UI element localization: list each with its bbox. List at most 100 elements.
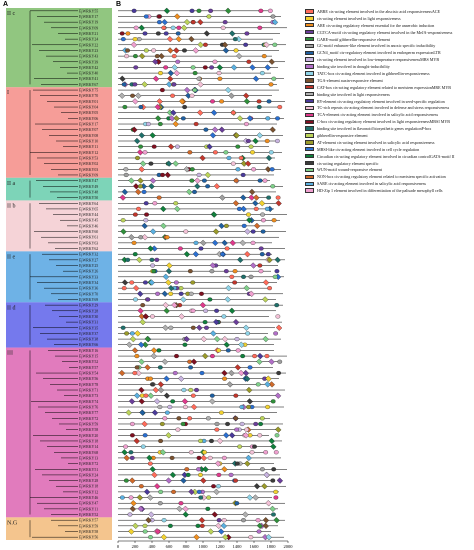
motif-mark <box>193 121 199 127</box>
gene-label: EjWRKY59 <box>79 422 98 426</box>
legend-label: GCN4_motif cis-regulatory element involv… <box>317 50 441 56</box>
motif-mark <box>160 222 167 230</box>
gene-label: EjWRKY57 <box>79 519 98 523</box>
motif-mark <box>264 381 271 388</box>
motif-mark <box>171 489 176 494</box>
gene-label: EjWRKY72 <box>79 417 98 421</box>
legend-label: ABRE cis-acting element involved in the … <box>317 8 441 14</box>
motif-mark <box>243 92 250 99</box>
motif-mark <box>148 376 153 381</box>
motif-mark <box>152 75 160 82</box>
motif-mark <box>218 528 225 535</box>
motif-mark <box>182 505 189 512</box>
motif-mark <box>125 48 130 53</box>
gene-label: EjWRKY03 <box>79 168 98 172</box>
motif-mark <box>209 398 216 405</box>
motif-mark <box>275 324 283 331</box>
legend-label: binding site involved in light responsiv… <box>317 91 390 97</box>
legend-item: cis-acting element involved in low-tempe… <box>305 56 472 63</box>
motif-mark <box>165 160 173 167</box>
motif-mark <box>163 307 170 314</box>
motif-mark <box>119 31 125 36</box>
motif-mark <box>162 302 169 309</box>
motif-mark <box>171 64 178 71</box>
motif-mark <box>202 466 209 473</box>
gene-label: EjWRKY02 <box>79 162 98 166</box>
motif-mark <box>233 393 239 398</box>
motif-mark <box>138 386 145 394</box>
motif-mark <box>257 178 263 183</box>
gene-label: EjWRKY68 <box>79 451 98 455</box>
legend-swatch <box>305 57 314 62</box>
motif-mark <box>220 522 227 529</box>
motif-mark <box>230 110 236 115</box>
motif-mark <box>275 195 281 200</box>
motif-mark <box>154 103 161 111</box>
motif-mark <box>159 421 165 427</box>
motif-mark <box>224 296 231 303</box>
motif-mark <box>171 54 177 59</box>
motif-mark <box>172 160 179 167</box>
legend-item: SARE cis-acting element involved in sali… <box>305 180 472 187</box>
motif-tracks <box>118 7 287 541</box>
motif-mark <box>211 511 218 518</box>
motif-mark <box>148 161 154 166</box>
motif-mark <box>250 240 256 245</box>
gene-label: EjWRKY42 <box>79 66 98 70</box>
motif-mark <box>143 393 149 398</box>
motif-mark <box>163 392 171 399</box>
motif-mark <box>129 477 136 484</box>
motif-mark <box>135 155 140 161</box>
motif-mark <box>205 506 211 511</box>
motif-mark <box>202 320 208 325</box>
motif-mark <box>228 307 236 314</box>
motif-mark <box>223 150 229 155</box>
legend-swatch <box>305 98 314 104</box>
motif-mark <box>221 455 227 460</box>
motif-mark <box>220 25 226 30</box>
gene-label: EjWRKY11 <box>79 145 98 149</box>
motif-mark <box>273 450 279 455</box>
motif-mark <box>140 183 147 190</box>
motif-mark <box>250 150 255 155</box>
legend-item: ABRE cis-acting element involved in the … <box>305 8 472 15</box>
legend-label: binding site involved in flavonoid biosy… <box>317 126 432 132</box>
motif-mark <box>226 155 232 161</box>
motif-mark <box>238 341 245 348</box>
gene-label: EjWRKY14 <box>79 445 98 449</box>
motif-mark <box>236 206 242 211</box>
axis-tick-label: 600 <box>166 544 174 549</box>
motif-mark <box>165 268 173 275</box>
motif-mark <box>167 143 175 150</box>
motif-mark <box>215 522 222 529</box>
motif-mark <box>233 318 240 326</box>
motif-mark <box>163 375 170 382</box>
gene-label: EjWRKY33 <box>79 275 98 279</box>
motif-mark <box>121 188 128 196</box>
motif-mark <box>133 437 140 445</box>
motif-mark <box>230 64 238 71</box>
motif-mark <box>257 433 263 438</box>
motif-mark <box>213 318 220 326</box>
motif-mark <box>257 263 263 268</box>
motif-mark <box>264 138 270 144</box>
motif-mark <box>257 352 264 360</box>
motif-mark <box>134 392 141 399</box>
motif-mark <box>182 511 189 518</box>
motif-mark <box>259 252 265 257</box>
gene-label: EjWRKY61 <box>79 236 98 240</box>
motif-mark <box>260 71 265 76</box>
motif-mark <box>250 262 257 269</box>
legend-label: MBSI-like cis-acting element involved in… <box>317 146 420 152</box>
motif-mark <box>250 229 256 234</box>
motif-mark <box>210 109 218 116</box>
motif-mark <box>235 144 241 149</box>
motif-mark <box>132 37 138 42</box>
motif-mark <box>133 183 140 190</box>
motif-mark <box>187 150 193 155</box>
motif-mark <box>199 154 206 162</box>
motif-mark <box>187 359 192 364</box>
motif-mark <box>150 382 155 387</box>
gene-label: EjWRKY47 <box>79 179 98 183</box>
motif-mark <box>178 375 185 382</box>
